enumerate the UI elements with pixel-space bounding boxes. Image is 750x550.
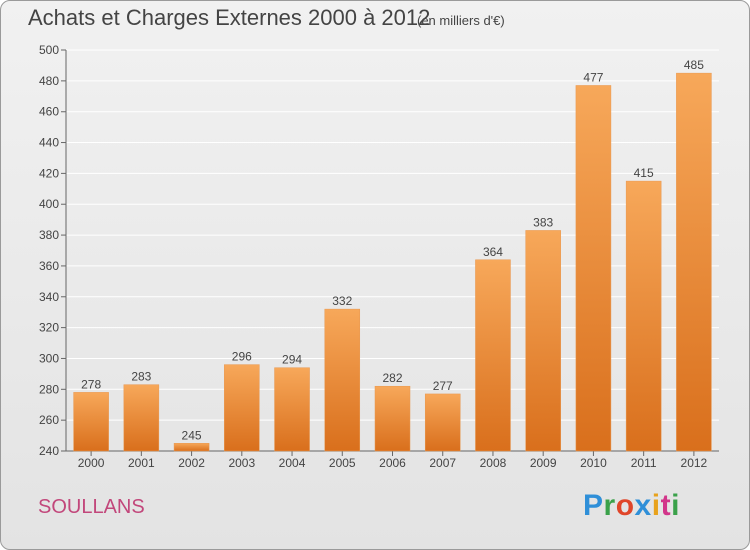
logo-letter: r: [603, 489, 616, 522]
y-tick-label: 460: [39, 105, 59, 119]
x-tick-label-2010: 2010: [580, 456, 607, 470]
logo-letter: P: [583, 489, 604, 522]
y-tick-label: 260: [39, 413, 59, 427]
bar-2001: [123, 384, 160, 452]
bar-2003: [224, 364, 260, 452]
bar-2011: [625, 180, 662, 452]
bar-2004: [274, 367, 310, 452]
data-label-2011: 415: [634, 166, 654, 180]
bar-2006: [374, 385, 411, 452]
data-label-2005: 332: [332, 294, 352, 308]
x-tick-label-2004: 2004: [279, 456, 306, 470]
data-label-2010: 477: [583, 70, 603, 84]
x-tick-label-2003: 2003: [228, 456, 255, 470]
y-tick-label: 380: [39, 228, 59, 242]
bar-2008: [475, 259, 511, 452]
y-tick-label: 340: [39, 290, 59, 304]
data-label-2004: 294: [282, 353, 302, 367]
bar-2005: [324, 308, 361, 452]
y-tick-label: 500: [39, 43, 59, 57]
bar-2000: [73, 392, 109, 452]
logo-letter: t: [660, 489, 672, 522]
y-tick-label: 320: [39, 321, 59, 335]
chart-subtitle: (en milliers d'€): [417, 13, 505, 28]
data-label-2000: 278: [81, 377, 101, 391]
data-label-2007: 277: [433, 379, 453, 393]
logo-letter: i: [651, 489, 661, 522]
bar-2010: [575, 85, 612, 452]
x-tick-label-2012: 2012: [681, 456, 708, 470]
x-tick-label-2011: 2011: [631, 456, 657, 470]
data-label-2008: 364: [483, 245, 503, 259]
y-tick-label: 280: [39, 382, 59, 396]
data-label-2006: 282: [382, 371, 402, 385]
x-tick-label-2002: 2002: [178, 456, 205, 470]
y-tick-label: 440: [39, 136, 59, 150]
logo-letter: o: [615, 489, 635, 522]
commune-name: SOULLANS: [38, 496, 145, 518]
x-tick-label-2005: 2005: [329, 456, 356, 470]
x-tick-label-2006: 2006: [379, 456, 406, 470]
x-tick-label-2001: 2001: [128, 456, 155, 470]
labels: 240 260 280 300 320 340 360 380 400 420 440 460 480 5…: [39, 43, 708, 470]
y-tick-label: 480: [39, 74, 59, 88]
data-label-2003: 296: [232, 350, 252, 364]
y-tick-label: 400: [39, 197, 59, 211]
bar-2012: [676, 72, 712, 452]
data-label-2002: 245: [182, 428, 202, 442]
bars: [73, 72, 712, 452]
y-tick-label: 420: [39, 166, 59, 180]
x-tick-label-2008: 2008: [480, 456, 507, 470]
y-tick-label: 300: [39, 351, 59, 365]
bar-2009: [525, 230, 561, 452]
data-label-2001: 283: [131, 370, 151, 384]
bar-2002: [173, 443, 210, 452]
chart-title: Achats et Charges Externes 2000 à 2012: [28, 5, 431, 30]
proxiti-logo[interactable]: Proxiti: [583, 489, 680, 523]
x-tick-label-2000: 2000: [78, 456, 105, 470]
x-tick-label-2007: 2007: [429, 456, 456, 470]
logo-letter: x: [634, 489, 652, 522]
y-tick-label: 360: [39, 259, 59, 273]
data-label-2009: 383: [533, 215, 553, 229]
y-tick-label: 240: [39, 444, 59, 458]
data-label-2012: 485: [684, 58, 704, 72]
bar-2007: [424, 393, 461, 452]
logo-letter: i: [671, 489, 680, 522]
x-tick-label-2009: 2009: [530, 456, 557, 470]
